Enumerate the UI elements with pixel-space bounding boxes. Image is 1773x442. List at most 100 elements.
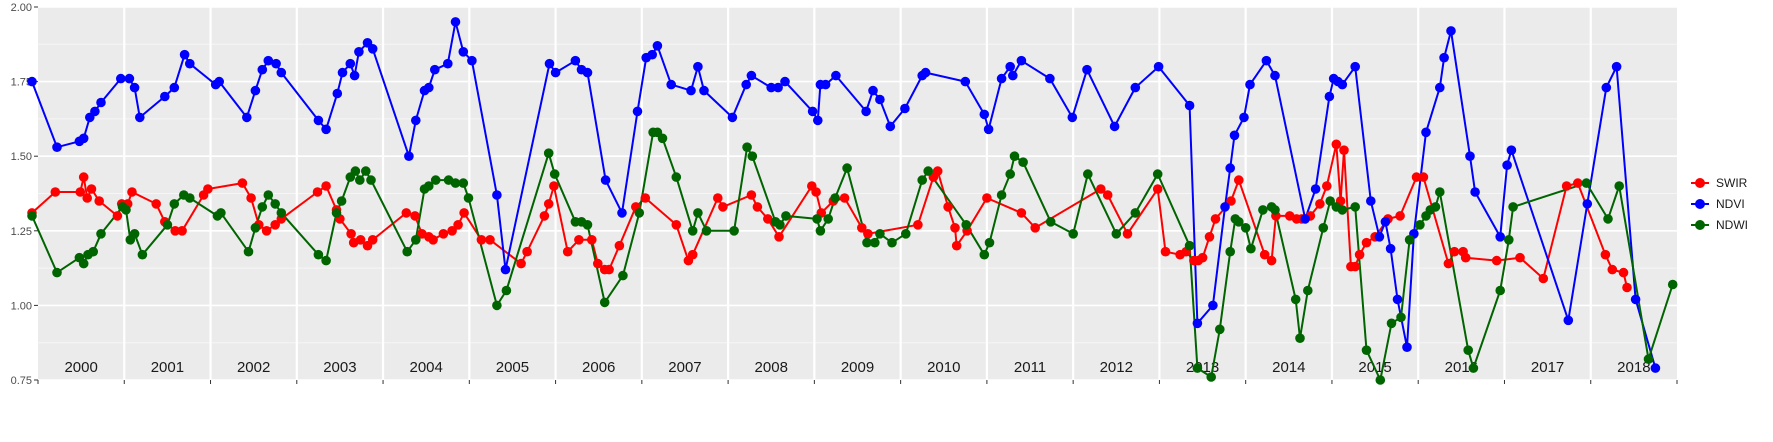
data-point-ndwi bbox=[984, 237, 995, 248]
year-label: 2013 bbox=[1186, 359, 1219, 376]
data-point-swir bbox=[78, 172, 89, 182]
data-point-ndwi bbox=[543, 148, 554, 158]
data-point-ndvi bbox=[1082, 64, 1092, 75]
legend-label-ndwi: NDWI bbox=[1716, 218, 1748, 232]
year-label: 2018 bbox=[1617, 359, 1650, 376]
data-point-ndvi bbox=[1582, 199, 1593, 209]
data-point-ndvi bbox=[746, 70, 757, 81]
data-point-ndvi bbox=[920, 67, 931, 78]
data-point-ndvi bbox=[632, 106, 643, 117]
legend: SWIR NDVI NDWI bbox=[1691, 176, 1748, 232]
data-point-swir bbox=[1395, 211, 1405, 221]
data-point-swir bbox=[1618, 267, 1629, 278]
data-point-swir bbox=[447, 226, 457, 236]
data-point-ndwi bbox=[1206, 372, 1216, 382]
y-tick-label: 1.25 bbox=[11, 226, 32, 238]
data-point-ndvi bbox=[727, 112, 738, 123]
data-point-ndvi bbox=[1392, 294, 1403, 305]
data-point-swir bbox=[763, 214, 773, 224]
data-point-ndwi bbox=[1192, 363, 1203, 373]
data-point-ndwi bbox=[917, 175, 927, 185]
data-point-ndvi bbox=[135, 112, 145, 123]
data-point-ndvi bbox=[831, 70, 841, 81]
legend-key-dot bbox=[1695, 199, 1705, 209]
data-point-swir bbox=[1266, 255, 1277, 266]
data-point-ndvi bbox=[1465, 151, 1475, 161]
data-point-ndvi bbox=[179, 49, 190, 60]
data-point-ndvi bbox=[861, 106, 871, 117]
data-point-swir bbox=[1515, 252, 1525, 263]
data-point-swir bbox=[1538, 273, 1549, 284]
year-label: 2016 bbox=[1445, 359, 1478, 376]
data-point-swir bbox=[640, 193, 651, 203]
data-point-ndwi bbox=[88, 246, 98, 257]
year-labels: 2000 2001 2002 2003 2004 2005 2006 2007 2008 2009… bbox=[64, 359, 1650, 376]
data-point-ndwi bbox=[276, 208, 287, 218]
data-point-ndvi bbox=[185, 58, 195, 69]
data-point-ndwi bbox=[1240, 223, 1251, 233]
data-point-ndvi bbox=[90, 106, 100, 117]
data-point-ndvi bbox=[492, 190, 502, 200]
data-point-ndwi bbox=[78, 258, 89, 269]
data-point-swir bbox=[932, 166, 943, 176]
data-point-ndvi bbox=[544, 58, 555, 69]
data-point-ndwi bbox=[1430, 202, 1441, 212]
data-point-swir bbox=[246, 193, 256, 203]
legend-label-swir: SWIR bbox=[1716, 176, 1748, 190]
data-point-swir bbox=[75, 187, 86, 197]
data-point-ndwi bbox=[887, 237, 897, 248]
data-point-ndvi bbox=[354, 47, 364, 57]
data-point-ndvi bbox=[1374, 232, 1385, 242]
data-point-swir bbox=[913, 220, 923, 230]
data-point-ndvi bbox=[1611, 61, 1622, 72]
data-point-ndvi bbox=[1337, 79, 1348, 90]
data-point-ndwi bbox=[775, 220, 785, 230]
data-point-ndwi bbox=[162, 220, 173, 230]
data-point-ndwi bbox=[424, 181, 434, 191]
data-point-ndwi bbox=[1083, 169, 1093, 179]
data-point-ndwi bbox=[996, 190, 1007, 200]
data-point-swir bbox=[1016, 208, 1027, 218]
data-point-ndvi bbox=[129, 82, 140, 93]
data-point-swir bbox=[539, 211, 550, 221]
data-point-ndwi bbox=[1435, 187, 1445, 197]
data-point-swir bbox=[1600, 249, 1611, 260]
data-point-ndwi bbox=[657, 133, 668, 144]
data-point-ndvi bbox=[1130, 82, 1141, 93]
data-point-ndwi bbox=[121, 205, 131, 215]
data-point-ndwi bbox=[336, 196, 347, 206]
data-point-ndwi bbox=[458, 178, 469, 188]
data-point-ndvi bbox=[1184, 100, 1195, 111]
data-point-swir bbox=[1573, 178, 1583, 188]
data-point-ndwi bbox=[1508, 202, 1518, 212]
data-point-ndwi bbox=[1290, 294, 1301, 305]
data-point-ndvi bbox=[1380, 217, 1391, 227]
data-point-swir bbox=[50, 187, 61, 197]
data-point-ndwi bbox=[492, 300, 502, 311]
data-point-ndvi bbox=[345, 58, 356, 69]
data-point-swir bbox=[410, 211, 420, 221]
legend-key-dot bbox=[1695, 178, 1705, 188]
data-point-ndwi bbox=[250, 223, 261, 233]
data-point-ndvi bbox=[686, 85, 696, 96]
data-point-swir bbox=[321, 181, 331, 191]
data-point-ndwi bbox=[1318, 223, 1329, 233]
data-point-ndwi bbox=[402, 246, 413, 257]
data-point-ndvi bbox=[807, 106, 818, 117]
data-point-ndvi bbox=[1435, 82, 1445, 93]
data-point-swir bbox=[151, 199, 161, 209]
data-point-ndvi bbox=[257, 64, 268, 75]
data-point-ndvi bbox=[116, 73, 126, 84]
data-point-ndvi bbox=[741, 79, 751, 90]
data-point-ndwi bbox=[1045, 217, 1056, 227]
year-label: 2011 bbox=[1014, 359, 1046, 376]
y-tick-label: 1.75 bbox=[11, 77, 32, 89]
data-point-ndwi bbox=[411, 235, 421, 245]
data-point-ndwi bbox=[1009, 151, 1020, 161]
data-point-ndwi bbox=[169, 199, 180, 209]
data-point-ndvi bbox=[666, 79, 676, 90]
data-point-ndwi bbox=[501, 285, 512, 296]
data-point-ndvi bbox=[160, 91, 170, 102]
data-point-ndvi bbox=[1067, 112, 1078, 123]
